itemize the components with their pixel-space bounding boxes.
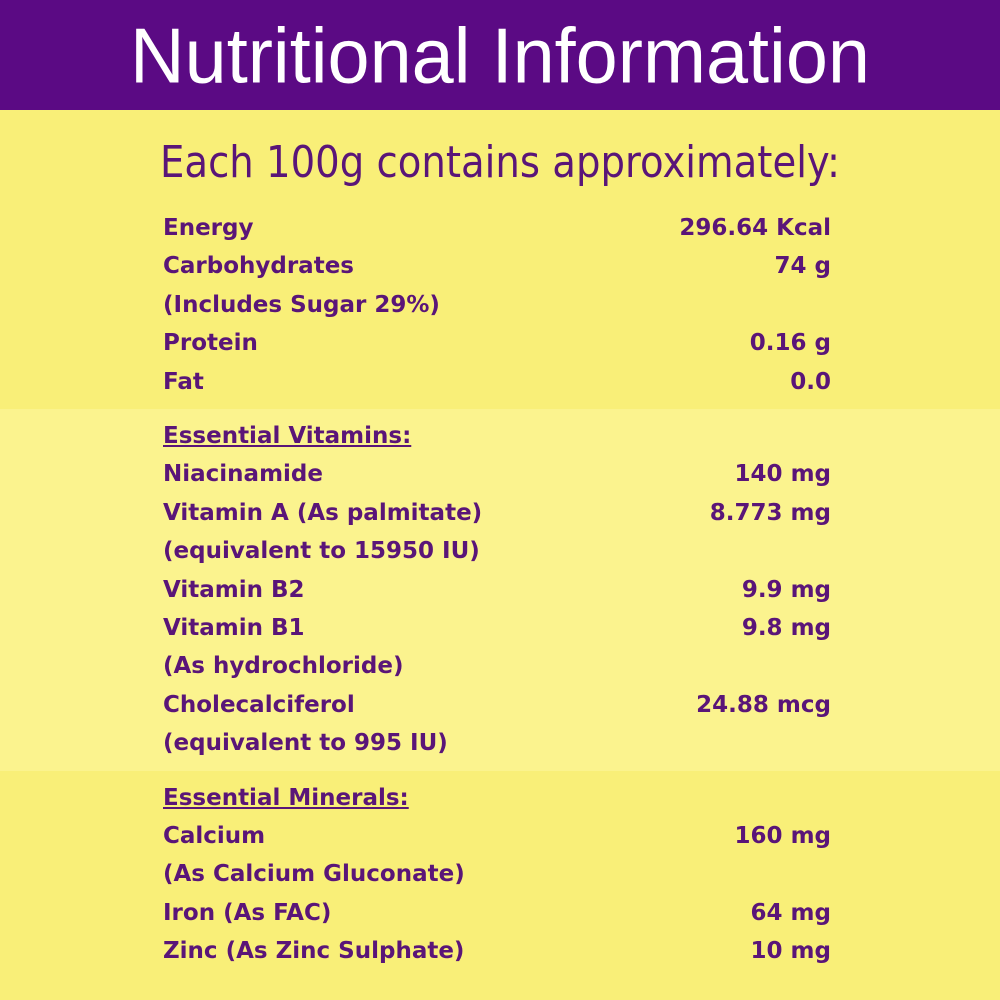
nutrient-value: 0.0 bbox=[790, 368, 831, 395]
nutrient-value: 74 g bbox=[774, 253, 831, 280]
nutrient-label: Zinc (As Zinc Sulphate) bbox=[163, 938, 465, 965]
nutrient-row: Carbohydrates 74 g bbox=[163, 247, 831, 285]
nutrient-row: Vitamin B1 9.8 mg bbox=[163, 609, 831, 647]
nutrient-value: 64 mg bbox=[750, 899, 831, 926]
subtitle: Each 100g contains approximately: bbox=[160, 137, 840, 188]
nutrient-label: (Includes Sugar 29%) bbox=[163, 291, 440, 318]
section-heading: Essential Vitamins: bbox=[163, 423, 412, 449]
section-band bbox=[0, 409, 1000, 771]
header-bar: Nutritional Information bbox=[0, 0, 1000, 110]
section-band bbox=[0, 770, 1000, 1000]
nutrient-label: Carbohydrates bbox=[163, 253, 354, 280]
section-band bbox=[0, 110, 1000, 409]
nutrient-label: (equivalent to 15950 IU) bbox=[163, 538, 480, 565]
nutrient-label: Niacinamide bbox=[163, 461, 323, 488]
nutrient-row: Protein 0.16 g bbox=[163, 324, 831, 362]
nutrient-value: 140 mg bbox=[734, 461, 831, 488]
nutrient-value: 8.773 mg bbox=[709, 499, 831, 526]
nutrient-row: Iron (As FAC) 64 mg bbox=[163, 894, 831, 932]
nutrient-row: Zinc (As Zinc Sulphate) 10 mg bbox=[163, 932, 831, 970]
nutrient-row: Cholecalciferol 24.88 mcg bbox=[163, 686, 831, 724]
nutrient-row: (As Calcium Gluconate) bbox=[163, 855, 831, 893]
nutrient-label: Protein bbox=[163, 330, 258, 357]
nutrient-label: Energy bbox=[163, 215, 254, 241]
nutrient-label: (equivalent to 995 IU) bbox=[163, 730, 448, 757]
nutrient-row: (As hydrochloride) bbox=[163, 647, 831, 685]
nutrient-row: Calcium 160 mg bbox=[163, 817, 831, 855]
section-heading: Essential Minerals: bbox=[163, 784, 409, 811]
header: Nutritional Information bbox=[130, 12, 870, 100]
nutrient-row: (equivalent to 995 IU) bbox=[163, 724, 831, 762]
title: Nutritional Information bbox=[130, 12, 870, 100]
nutrient-row: (equivalent to 15950 IU) bbox=[163, 532, 831, 570]
nutrient-label: Fat bbox=[163, 368, 204, 395]
nutrient-row: (Includes Sugar 29%) bbox=[163, 286, 831, 324]
nutrient-value: 160 mg bbox=[734, 823, 831, 849]
nutrient-value: 9.8 mg bbox=[741, 615, 831, 641]
nutrient-value: 10 mg bbox=[750, 938, 831, 965]
nutrient-value: 24.88 mcg bbox=[696, 691, 831, 718]
nutrient-label: (As Calcium Gluconate) bbox=[163, 861, 465, 888]
nutrient-row: Vitamin B2 9.9 mg bbox=[163, 571, 831, 609]
nutrient-label: Iron (As FAC) bbox=[163, 899, 332, 926]
nutrient-label: (As hydrochloride) bbox=[163, 653, 404, 680]
nutrient-value: 9.9 mg bbox=[741, 576, 831, 603]
nutrient-row: Niacinamide 140 mg bbox=[163, 455, 831, 493]
nutrient-label: Cholecalciferol bbox=[163, 691, 355, 718]
nutrient-label: Calcium bbox=[163, 823, 266, 849]
nutrient-row: Vitamin A (As palmitate) 8.773 mg bbox=[163, 494, 831, 532]
nutrient-row: Energy 296.64 Kcal bbox=[163, 209, 831, 247]
nutrient-label: Vitamin B2 bbox=[163, 576, 305, 603]
nutrient-label: Vitamin B1 bbox=[163, 615, 305, 641]
nutrient-value: 0.16 g bbox=[749, 330, 831, 357]
nutrient-label: Vitamin A (As palmitate) bbox=[163, 499, 483, 526]
nutrient-row: Fat 0.0 bbox=[163, 363, 831, 401]
subtitle-box: Each 100g contains approximately: bbox=[160, 137, 840, 188]
nutrient-value: 296.64 Kcal bbox=[679, 215, 831, 241]
